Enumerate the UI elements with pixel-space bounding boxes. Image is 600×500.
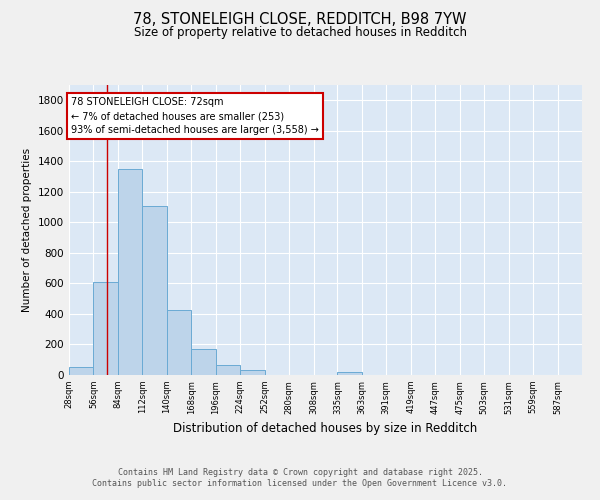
Bar [69,366,94,375]
Bar [216,365,240,375]
Y-axis label: Number of detached properties: Number of detached properties [22,148,32,312]
Bar [142,206,167,375]
Text: 78, STONELEIGH CLOSE, REDDITCH, B98 7YW: 78, STONELEIGH CLOSE, REDDITCH, B98 7YW [133,12,467,28]
Text: Size of property relative to detached houses in Redditch: Size of property relative to detached ho… [133,26,467,39]
Bar [191,350,216,375]
Bar [167,310,191,375]
Bar [337,372,362,375]
Text: 78 STONELEIGH CLOSE: 72sqm
← 7% of detached houses are smaller (253)
93% of semi: 78 STONELEIGH CLOSE: 72sqm ← 7% of detac… [71,97,319,135]
Text: Contains HM Land Registry data © Crown copyright and database right 2025.
Contai: Contains HM Land Registry data © Crown c… [92,468,508,487]
Bar [240,370,265,375]
Bar [94,282,118,375]
Bar [118,169,142,375]
X-axis label: Distribution of detached houses by size in Redditch: Distribution of detached houses by size … [173,422,478,435]
